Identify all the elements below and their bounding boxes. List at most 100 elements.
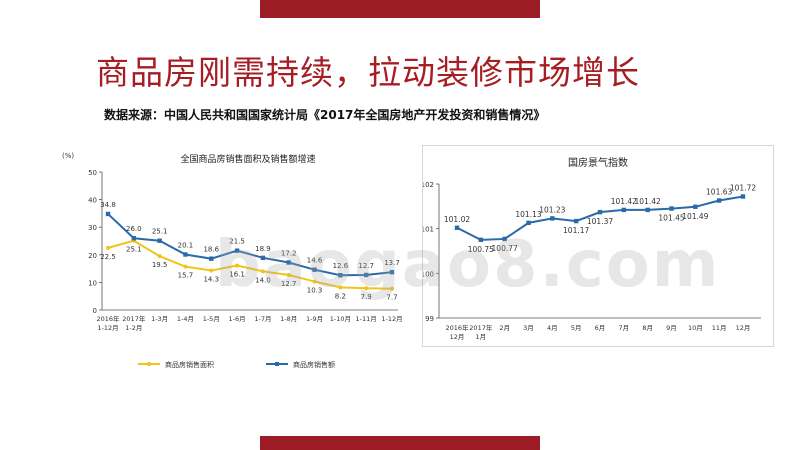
x-tick-label: 1-9月: [306, 315, 323, 323]
data-point-sales: [209, 256, 214, 261]
y-tick-label: 99: [425, 315, 434, 323]
data-label-sales: 12.7: [358, 262, 374, 270]
data-point-sales: [286, 260, 291, 265]
data-point-index: [478, 237, 484, 243]
data-point-index: [573, 218, 579, 224]
data-label-area: 14.0: [255, 276, 271, 284]
data-point-sales: [338, 273, 343, 278]
data-point-area: [364, 286, 369, 291]
slide-title: 商品房刚需持续，拉动装修市场增长: [96, 53, 640, 92]
data-point-index: [645, 207, 650, 213]
x-tick-label: 1-4月: [177, 315, 194, 323]
data-label-index: 101.72: [730, 184, 756, 193]
data-point-area: [209, 268, 214, 273]
x-tick-label: 1-3月: [151, 315, 168, 323]
sales-growth-chart-panel: 全国商品房销售面积及销售额增速 (%) 0 10 20 30 40 50 2016年 1-12月 2…: [58, 146, 408, 376]
x-tick-label: 1-7月: [254, 315, 271, 323]
data-point-area: [390, 286, 394, 291]
legend-marker-area: [147, 362, 151, 366]
data-label-sales: 25.1: [152, 228, 168, 236]
data-point-index: [740, 194, 746, 199]
x-tick-label: 2016年 12月: [445, 323, 469, 341]
y-tick-label: 101: [423, 226, 434, 234]
x-tick-label: 8月: [642, 324, 653, 332]
data-label-index: 100.77: [492, 244, 518, 253]
y-tick-label: 0: [93, 307, 97, 315]
data-label-index: 101.63: [706, 188, 732, 197]
data-label-area: 8.2: [335, 292, 346, 300]
x-tick-label: 5月: [571, 324, 582, 332]
data-point-sales: [157, 238, 162, 243]
legend-label-area: 商品房销售面积: [165, 360, 214, 369]
x-tick-label: 1-10月: [330, 315, 351, 323]
x-tick-label: 1-5月: [203, 315, 220, 323]
data-point-sales: [363, 272, 369, 278]
data-label-area: 12.7: [281, 280, 297, 288]
x-tick-label: 10月: [688, 324, 703, 332]
watermark: baogao8.com: [215, 228, 721, 302]
data-point-area: [312, 279, 317, 284]
data-point-area: [338, 285, 343, 290]
data-label-index: 101.23: [539, 205, 565, 214]
data-label-sales: 20.1: [178, 242, 194, 250]
data-label-index: 101.13: [515, 210, 541, 219]
data-point-sales: [389, 269, 395, 275]
y-tick-label: 102: [423, 181, 434, 189]
data-label-index: 101.45: [658, 214, 684, 223]
data-label-sales: 12.6: [333, 262, 349, 270]
x-tick-label: 12月: [736, 324, 751, 332]
data-label-index: 100.75: [468, 245, 494, 254]
data-label-index: 101.42: [611, 197, 637, 206]
data-point-index: [693, 204, 698, 209]
data-point-sales: [312, 267, 317, 272]
series-line-area: [107, 239, 393, 290]
data-label-sales: 17.2: [281, 250, 297, 258]
data-label-sales: 14.6: [307, 257, 323, 265]
x-tick-label: 6月: [595, 324, 606, 332]
data-point-area: [260, 269, 265, 274]
data-point-sales: [260, 255, 266, 261]
data-label-area: 19.5: [152, 261, 168, 269]
x-tick-label: 4月: [547, 324, 558, 332]
x-tick-label: 2月: [499, 324, 510, 332]
data-label-index: 101.42: [635, 197, 661, 206]
data-point-sales: [105, 211, 111, 217]
data-label-sales: 26.0: [126, 225, 142, 233]
bottom-accent-bar: [260, 436, 540, 450]
x-tick-label: 1-11月: [356, 315, 377, 323]
data-label-index: 101.37: [587, 217, 613, 226]
y-tick-label: 100: [423, 270, 434, 278]
top-accent-bar: [260, 0, 540, 18]
y-tick-label: 40: [88, 197, 97, 205]
x-tick-label: 2017年 1月: [469, 323, 493, 341]
x-tick-label: 11月: [712, 324, 727, 332]
chart-title: 全国商品房销售面积及销售额增速: [180, 153, 315, 165]
data-label-area: 25.1: [126, 246, 142, 254]
x-tick-label: 3月: [523, 324, 534, 332]
chart-title: 国房景气指数: [568, 156, 628, 169]
data-label-sales: 18.6: [203, 246, 219, 254]
data-label-index: 101.17: [563, 226, 589, 235]
y-tick-label: 30: [88, 224, 97, 232]
data-label-area: 7.9: [361, 293, 372, 301]
series-line-sales: [107, 213, 393, 277]
data-label-area: 15.7: [178, 272, 194, 280]
data-point-sales: [234, 248, 240, 253]
data-label-area: 14.3: [203, 276, 219, 284]
data-label-area: 10.3: [307, 287, 323, 295]
data-label-area: 16.1: [229, 271, 245, 279]
data-point-area: [106, 245, 110, 250]
y-tick-label: 10: [88, 279, 97, 287]
data-label-sales: 13.7: [384, 259, 400, 267]
data-point-index: [550, 216, 555, 221]
data-point-index: [669, 206, 674, 211]
x-tick-label: 7月: [619, 324, 630, 332]
data-point-sales: [131, 236, 137, 241]
data-point-index: [621, 207, 627, 213]
x-tick-label: 9月: [666, 324, 677, 332]
data-label-area: 7.7: [386, 294, 397, 302]
y-tick-label: 20: [88, 252, 97, 260]
data-label-sales: 18.9: [255, 245, 271, 253]
